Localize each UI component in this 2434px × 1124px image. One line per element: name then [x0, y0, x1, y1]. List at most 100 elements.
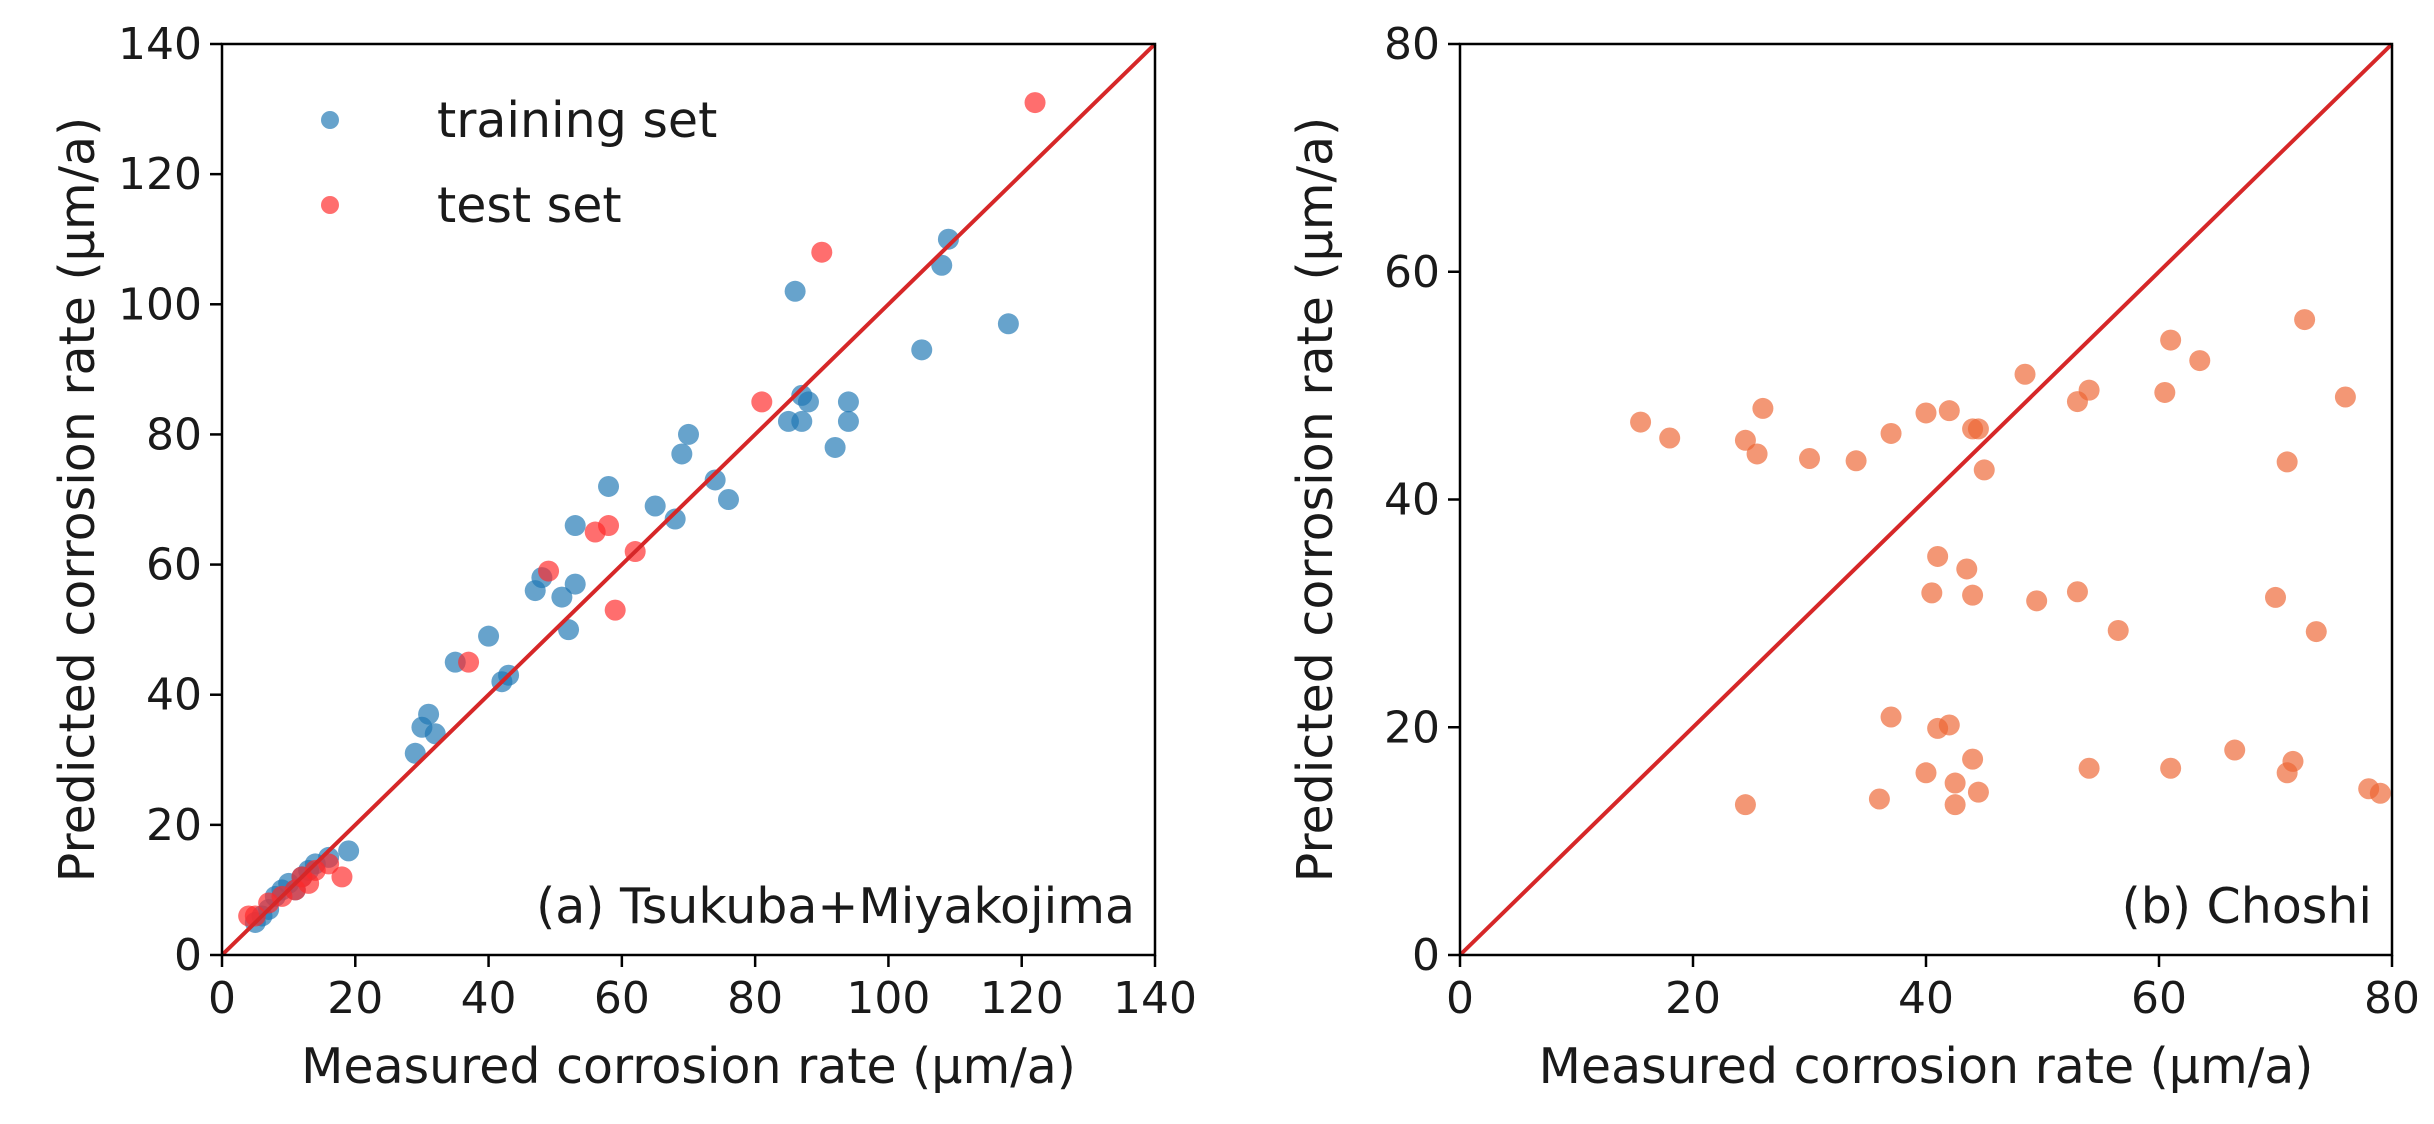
panel-b-ticks: 0 20 40 60 80 0 20 40 60 80: [1384, 19, 2420, 1024]
panel-b-y-tick-label: 0: [1412, 930, 1440, 981]
panel-b-series-0-point: [1880, 706, 1902, 728]
panel-a-y-tick-label: 140: [118, 19, 202, 70]
panel-b-series-0-point: [2334, 386, 2356, 408]
panel-b-annotation: (b) Choshi: [2122, 878, 2372, 935]
panel-b-series-0-point: [2282, 750, 2304, 772]
panel-b-y-tick-label: 20: [1384, 702, 1440, 753]
panel-b-identity-line: [1458, 42, 2394, 957]
panel-b-series-0-point: [2276, 451, 2298, 473]
panel-a-series-0-point: [338, 840, 360, 862]
panel-a-series-0-point: [564, 515, 586, 537]
panel-b-series-0-point: [2026, 590, 2048, 612]
panel-b-series-0-point: [1973, 459, 1995, 481]
panel-b-series-0-point: [2265, 586, 2286, 608]
panel-b-series-0-point: [1944, 794, 1966, 816]
panel-a-points: [238, 92, 1046, 933]
panel-a-identity-line: [220, 42, 1157, 957]
panel-b-x-tick-label: 60: [2131, 973, 2187, 1024]
panel-a-series-0-point: [791, 410, 813, 432]
panel-b-series-0-point: [1659, 427, 1681, 449]
panel-a-x-tick-label: 0: [208, 973, 236, 1024]
panel-b-series-0-point: [1915, 762, 1937, 784]
panel-b-y-axis-label: Predicted corrosion rate (μm/a): [1287, 117, 1344, 882]
panel-b-y-tick-label: 40: [1384, 475, 1440, 526]
panel-a-series-1-point: [751, 391, 773, 413]
panel-b-series-0-point: [2160, 757, 2182, 779]
panel-a-series-0-point: [911, 339, 933, 361]
panel-b: 0 20 40 60 80 0 20 40 60 80 Measured corrosion ra…: [1287, 19, 2420, 1095]
panel-b-series-0-point: [1944, 772, 1966, 794]
panel-a-x-tick-label: 40: [461, 973, 517, 1024]
panel-b-series-0-point: [1799, 448, 1820, 470]
panel-a-x-tick-label: 100: [846, 973, 930, 1024]
panel-b-points: [1630, 309, 2391, 816]
panel-a-frame: [220, 42, 1157, 957]
panel-a-series-0-point: [664, 508, 686, 530]
panel-b-series-0-point: [1734, 429, 1756, 451]
panel-a-y-axis-label: Predicted corrosion rate (μm/a): [49, 117, 106, 882]
panel-a-y-tick-label: 0: [174, 930, 202, 981]
panel-a-series-0-point: [678, 423, 699, 445]
panel-a-series-0-point: [418, 703, 440, 725]
panel-b-x-axis-label: Measured corrosion rate (μm/a): [1539, 1038, 2314, 1095]
panel-a-x-tick-label: 20: [327, 973, 383, 1024]
panel-a-series-0-point: [671, 443, 693, 465]
panel-a-y-tick-label: 60: [146, 540, 202, 591]
panel-a-y-tick-label: 100: [118, 279, 202, 330]
panel-a-x-tick-label: 60: [594, 973, 650, 1024]
panel-b-series-0-point: [2078, 757, 2100, 779]
panel-b-series-0-point: [1868, 788, 1890, 810]
panel-a-series-0-point: [717, 489, 739, 510]
panel-b-frame: [1458, 42, 2394, 957]
panel-b-series-0-point: [1967, 418, 1989, 440]
panel-a-series-0-point: [797, 391, 819, 413]
panel-b-series-0-point: [1962, 584, 1984, 606]
panel-b-x-tick-label: 80: [2364, 973, 2420, 1024]
panel-a-series-1-point: [811, 241, 833, 263]
panel-a-x-tick-label: 120: [980, 973, 1064, 1024]
panel-a-series-1-point: [604, 599, 626, 621]
panel-b-series-0-point: [1956, 558, 1978, 580]
panel-b-series-0-point: [1746, 443, 1768, 465]
panel-b-series-0-point: [1927, 545, 1949, 567]
panel-b-series-0-point: [2078, 379, 2100, 401]
panel-b-series-0-point: [1938, 714, 1960, 736]
panel-a-series-1-point: [598, 515, 620, 537]
panel-a-series-0-point: [837, 391, 859, 413]
legend-training-set-marker: [321, 111, 339, 129]
panel-b-series-0-point: [2107, 619, 2129, 641]
panel-b-series-0-point: [1938, 400, 1960, 422]
panel-a-series-0-point: [997, 313, 1019, 335]
panel-b-series-0-point: [2066, 581, 2088, 603]
panel-b-series-0-point: [1630, 411, 1652, 433]
panel-b-series-0-point: [1921, 582, 1943, 604]
panel-a: 0 20 40 60 80 100 120 140 0 20 40 60 80 100 120 140 Mea…: [49, 19, 1197, 1095]
panel-a-y-tick-label: 40: [146, 670, 202, 721]
panel-a-series-0-point: [478, 625, 500, 647]
panel-b-series-0-point: [2224, 739, 2246, 761]
panel-b-series-0-point: [2369, 782, 2391, 804]
panel-a-annotation: (a) Tsukuba+Miyakojima: [536, 878, 1135, 935]
panel-b-series-0-point: [1880, 422, 1902, 444]
panel-a-series-1-point: [458, 651, 480, 673]
panel-a-series-0-point: [551, 586, 573, 608]
panel-b-y-tick-label: 80: [1384, 19, 1440, 70]
panel-b-series-0-point: [2154, 381, 2176, 403]
panel-b-x-tick-label: 40: [1898, 973, 1954, 1024]
panel-a-series-0-point: [564, 573, 586, 595]
panel-b-series-0-point: [2189, 350, 2211, 372]
panel-b-y-tick-label: 60: [1384, 247, 1440, 298]
panel-a-series-0-point: [644, 495, 666, 517]
panel-b-series-0-point: [1962, 748, 1984, 770]
panel-b-series-0-point: [2160, 329, 2182, 351]
panel-b-x-tick-label: 20: [1665, 973, 1721, 1024]
panel-b-series-0-point: [1967, 781, 1989, 803]
panel-a-series-0-point: [704, 469, 726, 491]
panel-a-series-1-point: [331, 866, 353, 888]
legend-test-set-marker: [321, 196, 339, 214]
panel-b-series-0-point: [2305, 621, 2327, 643]
panel-a-x-tick-label: 80: [727, 973, 783, 1024]
panel-b-series-0-point: [1915, 402, 1937, 424]
panel-a-x-tick-label: 140: [1113, 973, 1197, 1024]
